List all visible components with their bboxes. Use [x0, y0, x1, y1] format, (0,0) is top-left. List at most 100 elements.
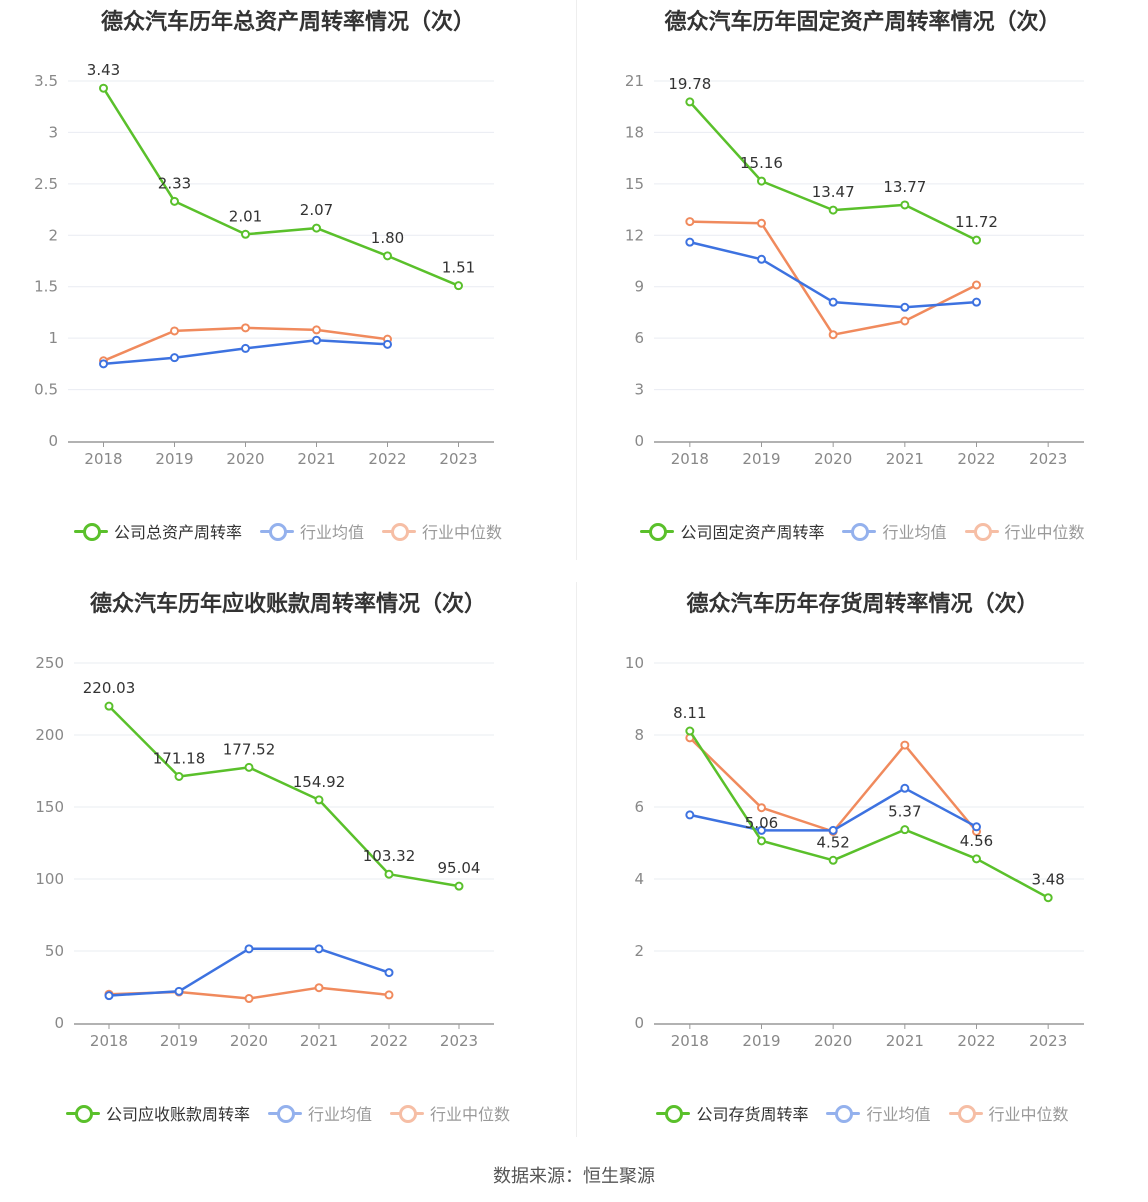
legend-item-company[interactable]: 公司固定资产周转率 — [640, 519, 824, 543]
chart-title: 德众汽车历年固定资产周转率情况（次） — [664, 10, 1061, 35]
legend-item-median[interactable]: 行业中位数 — [964, 519, 1085, 543]
data-point-median[interactable] — [828, 330, 838, 340]
legend-symbol-icon — [842, 523, 877, 541]
data-point-avg[interactable] — [244, 944, 254, 954]
data-point-avg[interactable] — [900, 783, 910, 793]
data-point-median[interactable] — [384, 990, 394, 1000]
data-point-company[interactable] — [170, 196, 179, 206]
data-point-company[interactable] — [900, 825, 910, 835]
y-tick-label: 6 — [634, 798, 644, 816]
data-point-company[interactable] — [1043, 893, 1053, 903]
data-point-avg[interactable] — [384, 968, 394, 978]
y-tick-label: 50 — [45, 942, 64, 960]
data-point-median[interactable] — [314, 983, 324, 993]
data-label: 220.03 — [83, 679, 136, 697]
data-label: 4.52 — [816, 833, 849, 851]
y-tick-label: 18 — [625, 123, 644, 141]
data-point-avg[interactable] — [972, 297, 981, 307]
data-point-avg[interactable] — [900, 302, 910, 312]
data-point-company[interactable] — [685, 726, 695, 736]
data-point-company[interactable] — [454, 881, 464, 891]
legend-symbol-icon — [826, 1105, 861, 1123]
data-point-median[interactable] — [900, 740, 910, 750]
data-point-company[interactable] — [757, 176, 766, 186]
data-point-median[interactable] — [900, 316, 910, 326]
plot-area: 0 0.5 1 1.5 2 2.5 3 3.5 2018 2019 2020 2021 2022 2023… — [34, 61, 494, 468]
data-point-avg[interactable] — [170, 353, 179, 363]
data-point-company[interactable] — [104, 701, 114, 711]
x-tick-label: 2019 — [155, 450, 193, 468]
data-point-avg[interactable] — [757, 825, 766, 835]
data-point-avg[interactable] — [828, 825, 838, 835]
data-point-median[interactable] — [757, 803, 766, 813]
data-point-median[interactable] — [685, 217, 695, 227]
data-point-median[interactable] — [757, 218, 766, 228]
y-tick-label: 6 — [634, 329, 644, 347]
data-point-avg[interactable] — [104, 991, 114, 1001]
legend-item-median[interactable]: 行业中位数 — [948, 1101, 1069, 1125]
data-label: 13.77 — [883, 178, 926, 196]
legend-item-avg[interactable]: 行业均值 — [267, 1101, 372, 1125]
data-point-company[interactable] — [312, 223, 321, 233]
data-point-median[interactable] — [241, 323, 250, 333]
data-point-company[interactable] — [900, 200, 910, 210]
data-point-company[interactable] — [828, 855, 838, 865]
data-point-company[interactable] — [314, 795, 324, 805]
y-tick-label: 100 — [35, 870, 64, 888]
series-line-company — [102, 87, 459, 287]
data-point-avg[interactable] — [685, 810, 695, 820]
chart-inventory-turnover: 德众汽车历年存货周转率情况（次） 0 2 4 6 8 10 2018 2019 2020 2021… — [577, 582, 1148, 1142]
chart-title: 德众汽车历年总资产周转率情况（次） — [100, 10, 475, 35]
data-point-avg[interactable] — [383, 339, 392, 349]
legend-item-median[interactable]: 行业中位数 — [382, 519, 502, 543]
chart-title: 德众汽车历年应收账款周转率情况（次） — [89, 592, 486, 617]
legend-label: 公司总资产周转率 — [113, 523, 242, 542]
data-point-avg[interactable] — [174, 986, 184, 996]
series-line-avg — [689, 240, 977, 309]
legend-item-company[interactable]: 公司存货周转率 — [656, 1101, 808, 1125]
data-point-company[interactable] — [757, 836, 766, 846]
x-tick-label: 2023 — [440, 1032, 478, 1050]
data-point-company[interactable] — [384, 869, 394, 879]
data-point-median[interactable] — [170, 326, 179, 336]
data-label: 154.92 — [293, 773, 346, 791]
legend-label: 行业均值 — [866, 1105, 931, 1124]
data-point-median[interactable] — [312, 325, 321, 335]
data-label: 1.80 — [371, 229, 404, 247]
data-point-avg[interactable] — [312, 335, 321, 345]
data-label: 103.32 — [363, 847, 416, 865]
y-tick-label: 3 — [634, 381, 644, 399]
data-point-avg[interactable] — [685, 237, 695, 247]
data-point-company[interactable] — [241, 229, 250, 239]
data-point-company[interactable] — [99, 83, 108, 93]
data-point-avg[interactable] — [972, 822, 981, 832]
legend-item-company[interactable]: 公司应收账款周转率 — [65, 1101, 250, 1125]
data-point-avg[interactable] — [314, 944, 324, 954]
y-tick-label: 0 — [54, 1014, 64, 1032]
data-point-avg[interactable] — [757, 254, 766, 264]
data-point-avg[interactable] — [241, 343, 250, 353]
data-point-median[interactable] — [972, 280, 981, 290]
legend-item-avg[interactable]: 行业均值 — [826, 1101, 931, 1125]
data-point-company[interactable] — [454, 281, 463, 291]
data-point-avg[interactable] — [828, 297, 838, 307]
legend-item-avg[interactable]: 行业均值 — [842, 519, 947, 543]
legend-item-company[interactable]: 公司总资产周转率 — [73, 519, 242, 543]
data-point-company[interactable] — [174, 772, 184, 782]
legend-item-avg[interactable]: 行业均值 — [259, 519, 364, 543]
data-point-company[interactable] — [685, 97, 695, 107]
legend-item-median[interactable]: 行业中位数 — [390, 1101, 510, 1125]
data-point-company[interactable] — [244, 762, 254, 772]
data-point-company[interactable] — [972, 854, 981, 864]
legend-label: 行业中位数 — [1004, 523, 1085, 542]
plot-area: 0 3 6 9 12 15 18 21 2018 2019 2020 2021 2022 2023 19.7… — [625, 72, 1084, 468]
plot-area: 0 2 4 6 8 10 2018 2019 2020 2021 2022 2023 8.11 5.06 4… — [625, 654, 1084, 1050]
series-line-company — [688, 101, 978, 242]
data-point-company[interactable] — [383, 251, 392, 261]
legend-label: 行业中位数 — [422, 523, 503, 542]
x-tick-label: 2018 — [671, 1032, 709, 1050]
data-point-company[interactable] — [972, 235, 981, 245]
data-point-median[interactable] — [244, 994, 254, 1004]
data-point-company[interactable] — [828, 205, 838, 215]
data-point-avg[interactable] — [99, 359, 108, 369]
